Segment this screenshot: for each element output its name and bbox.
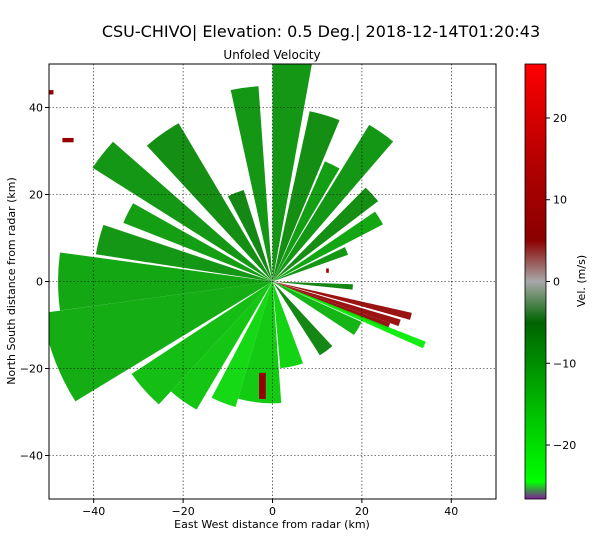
radar-sector-14: [272, 281, 304, 369]
plot-area: [49, 64, 426, 410]
x-tick-label-0: −40: [82, 505, 105, 518]
radar-sector-6: [272, 247, 349, 282]
grid-lines: [49, 64, 496, 499]
radar-sector-23: [92, 141, 273, 282]
colorbar-tick-label-3: 10: [553, 194, 567, 207]
radar-sector-17: [170, 281, 273, 410]
y-axis-label: North South distance from radar (km): [5, 177, 18, 385]
radar-sector-16: [211, 281, 273, 407]
x-tick-label-2: 0: [269, 505, 276, 518]
y-tick-label-4: 40: [29, 102, 43, 115]
radar-sector-22: [123, 203, 273, 282]
radar-sector-4: [272, 187, 379, 282]
colorbar: [524, 63, 547, 500]
colorbar-tick-label-4: 20: [553, 112, 567, 125]
echo-patches: [49, 90, 329, 399]
echo-patch-0: [259, 372, 266, 399]
y-axis-ticks: −40 −20 0 20 40: [20, 102, 49, 463]
figure-suptitle: CSU-CHIVO| Elevation: 0.5 Deg.| 2018-12-…: [102, 22, 540, 41]
radar-sectors: [49, 64, 426, 410]
radar-sector-11: [272, 281, 426, 349]
radar-sector-12: [272, 281, 362, 336]
radar-sector-1: [272, 111, 340, 282]
radar-sector-3: [272, 124, 394, 282]
radar-sector-21: [95, 224, 273, 282]
colorbar-tick-label-2: 0: [553, 276, 560, 289]
x-axis-label: East West distance from radar (km): [174, 518, 370, 531]
radar-sector-24: [146, 123, 273, 282]
x-axis-ticks: −40 −20 0 20 40: [82, 499, 458, 518]
echo-patch-2: [62, 137, 74, 143]
colorbar-tick-label-0: −20: [553, 439, 576, 452]
colorbar-ticks: −20 −10 0 10 20: [546, 112, 576, 452]
radar-sector-19: [49, 281, 273, 402]
radar-sector-7: [272, 281, 353, 290]
radar-sector-25: [227, 189, 273, 282]
echo-patch-1: [49, 90, 54, 95]
y-tick-label-2: 0: [36, 276, 43, 289]
y-tick-label-1: −20: [20, 363, 43, 376]
radar-sector-0: [272, 64, 312, 282]
x-tick-label-1: −20: [171, 505, 194, 518]
x-tick-label-3: 20: [355, 505, 369, 518]
radar-sector-5: [272, 211, 384, 282]
radar-sector-8: [272, 281, 412, 320]
axes-title: Unfoled Velocity: [223, 48, 320, 62]
radar-sector-13: [272, 281, 333, 356]
colorbar-label: Vel. (m/s): [575, 255, 588, 307]
radar-sector-9: [272, 281, 401, 327]
radar-sector-2: [272, 161, 340, 282]
radar-sector-26: [230, 86, 273, 282]
colorbar-tick-label-1: −10: [553, 357, 576, 370]
x-tick-label-4: 40: [444, 505, 458, 518]
radar-sector-18: [131, 281, 273, 405]
radar-sector-15: [238, 281, 282, 404]
y-tick-label-3: 20: [29, 189, 43, 202]
echo-patch-3: [326, 268, 329, 273]
y-tick-label-0: −40: [20, 450, 43, 463]
